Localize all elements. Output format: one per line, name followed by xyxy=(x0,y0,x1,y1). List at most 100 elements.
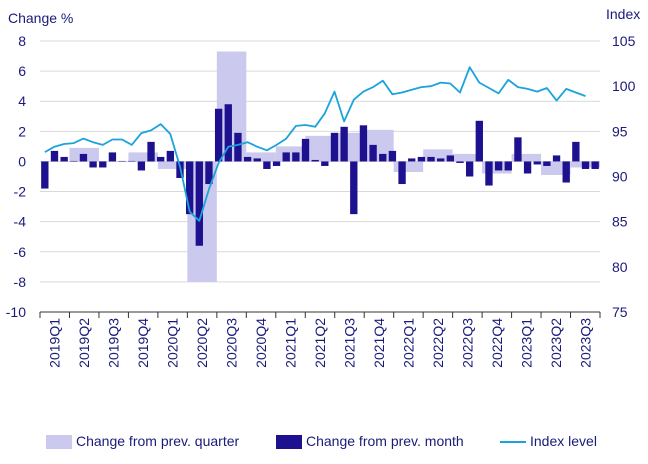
month-bar xyxy=(456,161,464,163)
month-bar xyxy=(157,156,165,162)
x-tick-label: 2019Q2 xyxy=(76,318,92,368)
x-tick-label: 2019Q3 xyxy=(106,318,122,368)
month-bar xyxy=(417,156,426,162)
month-bar xyxy=(359,125,368,162)
month-bar xyxy=(70,160,78,162)
x-tick-label: 2022Q3 xyxy=(459,318,475,368)
x-tick-label: 2022Q4 xyxy=(489,318,505,368)
month-bar xyxy=(214,108,223,162)
left-tick-label: 4 xyxy=(18,93,26,109)
month-bar xyxy=(108,152,117,162)
month-bar xyxy=(321,161,329,166)
legend-item-index: Index level xyxy=(500,431,597,451)
month-bar xyxy=(282,152,290,162)
month-bar xyxy=(128,160,136,162)
x-tick-label: 2019Q1 xyxy=(47,318,63,368)
month-bar xyxy=(272,161,281,166)
x-tick-label: 2019Q4 xyxy=(135,318,151,368)
legend-item-month: Change from prev. month xyxy=(276,431,464,451)
x-tick-label: 2020Q1 xyxy=(165,318,181,368)
x-tick-label: 2020Q3 xyxy=(224,318,240,368)
legend-label-month: Change from prev. month xyxy=(306,433,464,449)
month-bar xyxy=(572,141,580,162)
month-bar xyxy=(408,158,416,162)
month-bar xyxy=(292,152,300,162)
month-bar xyxy=(504,161,512,171)
month-bar xyxy=(330,132,339,162)
left-tick-label: -2 xyxy=(14,184,27,200)
month-bar xyxy=(60,156,68,162)
month-bar xyxy=(562,161,570,183)
legend-swatch-quarter xyxy=(46,435,72,450)
x-tick-label: 2023Q1 xyxy=(518,318,534,368)
month-bar xyxy=(446,155,455,162)
month-bar xyxy=(465,161,474,177)
month-bar xyxy=(552,155,561,162)
quarter-bar xyxy=(334,132,365,162)
month-bar xyxy=(485,161,493,186)
quarter-bar xyxy=(275,146,306,162)
legend-swatch-month xyxy=(276,435,302,450)
quarter-bar xyxy=(393,161,424,172)
month-bar xyxy=(205,161,213,185)
month-bar xyxy=(234,132,242,162)
month-bar xyxy=(523,161,532,174)
x-tick-label: 2022Q2 xyxy=(430,318,446,368)
legend-label-quarter: Change from prev. quarter xyxy=(76,433,240,449)
month-bar xyxy=(340,126,348,162)
month-bar xyxy=(350,161,358,215)
left-tick-label: 8 xyxy=(18,33,26,49)
month-bar xyxy=(369,144,377,162)
month-bar xyxy=(166,150,175,162)
right-tick-label: 105 xyxy=(612,33,636,49)
legend-label-index: Index level xyxy=(530,433,597,449)
quarter-bar xyxy=(511,153,542,162)
x-tick-label: 2021Q2 xyxy=(312,318,328,368)
right-tick-label: 90 xyxy=(612,169,628,185)
quarter-bar xyxy=(157,161,188,169)
quarter-bar xyxy=(246,152,276,162)
month-bar xyxy=(427,156,435,162)
quarter-bar xyxy=(305,135,335,162)
left-tick-label: -6 xyxy=(14,244,27,260)
x-tick-label: 2021Q4 xyxy=(371,318,387,368)
left-tick-label: -10 xyxy=(6,304,26,320)
month-bar xyxy=(533,161,541,165)
x-tick-label: 2022Q1 xyxy=(400,318,416,368)
x-tick-label: 2023Q2 xyxy=(548,318,564,368)
right-tick-label: 95 xyxy=(612,123,628,139)
legend: Change from prev. quarter Change from pr… xyxy=(0,431,648,453)
month-bar xyxy=(185,161,194,215)
left-tick-label: -8 xyxy=(14,274,27,290)
month-bar xyxy=(253,158,261,162)
month-bar xyxy=(494,161,503,171)
month-bar xyxy=(388,150,397,162)
index-line xyxy=(44,66,586,222)
month-bar xyxy=(263,161,271,169)
month-bar xyxy=(137,161,146,171)
right-tick-label: 75 xyxy=(612,304,628,320)
month-bar xyxy=(514,137,522,162)
month-bar xyxy=(118,160,126,162)
month-bar xyxy=(224,104,232,162)
month-bar xyxy=(147,141,155,162)
left-tick-label: 0 xyxy=(18,153,26,169)
month-bar xyxy=(591,161,599,169)
month-bar xyxy=(301,138,310,162)
month-bar xyxy=(41,161,49,189)
legend-item-quarter: Change from prev. quarter xyxy=(46,431,239,451)
right-tick-label: 80 xyxy=(612,259,628,275)
month-bar xyxy=(243,156,252,162)
x-tick-label: 2023Q3 xyxy=(577,318,593,368)
x-tick-label: 2020Q2 xyxy=(194,318,210,368)
month-bar xyxy=(398,161,406,185)
quarter-bar xyxy=(452,153,483,162)
month-bar xyxy=(379,153,387,162)
month-bar xyxy=(99,161,107,168)
month-bar xyxy=(543,161,551,166)
left-axis-title: Change % xyxy=(8,10,74,26)
month-bar xyxy=(50,150,59,162)
right-axis-title: Index xyxy=(606,6,641,22)
right-tick-label: 85 xyxy=(612,214,628,230)
